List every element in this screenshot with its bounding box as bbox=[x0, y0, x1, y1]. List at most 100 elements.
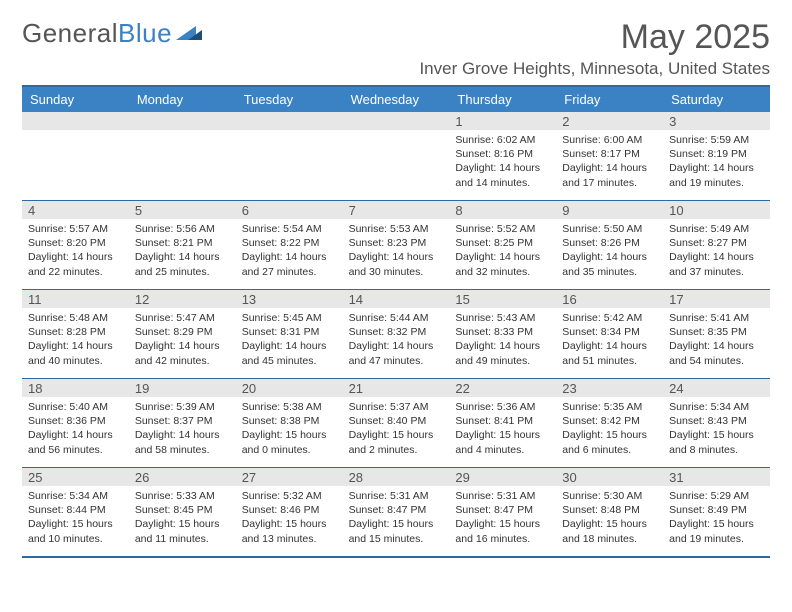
day-body: Sunrise: 5:49 AMSunset: 8:27 PMDaylight:… bbox=[663, 219, 770, 283]
day-cell: 22Sunrise: 5:36 AMSunset: 8:41 PMDayligh… bbox=[449, 379, 556, 467]
page-header: GeneralBlue May 2025 Inver Grove Heights… bbox=[22, 18, 770, 79]
day-line: Sunrise: 5:30 AM bbox=[562, 489, 657, 503]
day-number: 1 bbox=[449, 112, 556, 130]
day-line: Sunset: 8:40 PM bbox=[349, 414, 444, 428]
day-line: Sunrise: 5:39 AM bbox=[135, 400, 230, 414]
day-number: 25 bbox=[22, 468, 129, 486]
day-body: Sunrise: 5:41 AMSunset: 8:35 PMDaylight:… bbox=[663, 308, 770, 372]
week-row: 1Sunrise: 6:02 AMSunset: 8:16 PMDaylight… bbox=[22, 112, 770, 201]
day-cell: 13Sunrise: 5:45 AMSunset: 8:31 PMDayligh… bbox=[236, 290, 343, 378]
day-number: 22 bbox=[449, 379, 556, 397]
day-line: Sunrise: 5:42 AM bbox=[562, 311, 657, 325]
day-number: 13 bbox=[236, 290, 343, 308]
day-line: Sunrise: 6:02 AM bbox=[455, 133, 550, 147]
day-cell: 5Sunrise: 5:56 AMSunset: 8:21 PMDaylight… bbox=[129, 201, 236, 289]
day-line: Sunset: 8:47 PM bbox=[455, 503, 550, 517]
day-cell: 27Sunrise: 5:32 AMSunset: 8:46 PMDayligh… bbox=[236, 468, 343, 556]
day-line: Daylight: 15 hours and 10 minutes. bbox=[28, 517, 123, 545]
day-line: Daylight: 15 hours and 11 minutes. bbox=[135, 517, 230, 545]
day-body: Sunrise: 5:36 AMSunset: 8:41 PMDaylight:… bbox=[449, 397, 556, 461]
day-line: Daylight: 15 hours and 8 minutes. bbox=[669, 428, 764, 456]
week-row: 11Sunrise: 5:48 AMSunset: 8:28 PMDayligh… bbox=[22, 290, 770, 379]
day-line: Daylight: 14 hours and 58 minutes. bbox=[135, 428, 230, 456]
day-cell: 18Sunrise: 5:40 AMSunset: 8:36 PMDayligh… bbox=[22, 379, 129, 467]
day-line: Sunset: 8:31 PM bbox=[242, 325, 337, 339]
day-number: 24 bbox=[663, 379, 770, 397]
day-body: Sunrise: 5:34 AMSunset: 8:44 PMDaylight:… bbox=[22, 486, 129, 550]
day-line: Daylight: 15 hours and 15 minutes. bbox=[349, 517, 444, 545]
day-line: Sunrise: 5:29 AM bbox=[669, 489, 764, 503]
day-line: Sunset: 8:46 PM bbox=[242, 503, 337, 517]
week-row: 18Sunrise: 5:40 AMSunset: 8:36 PMDayligh… bbox=[22, 379, 770, 468]
day-number: 18 bbox=[22, 379, 129, 397]
day-line: Daylight: 14 hours and 42 minutes. bbox=[135, 339, 230, 367]
day-body: Sunrise: 6:02 AMSunset: 8:16 PMDaylight:… bbox=[449, 130, 556, 194]
day-number bbox=[236, 112, 343, 130]
location-text: Inver Grove Heights, Minnesota, United S… bbox=[419, 59, 770, 79]
day-number: 6 bbox=[236, 201, 343, 219]
day-body: Sunrise: 5:29 AMSunset: 8:49 PMDaylight:… bbox=[663, 486, 770, 550]
day-line: Sunset: 8:25 PM bbox=[455, 236, 550, 250]
weekday-header: Friday bbox=[556, 87, 663, 112]
day-number bbox=[343, 112, 450, 130]
month-title: May 2025 bbox=[419, 18, 770, 57]
day-number bbox=[129, 112, 236, 130]
day-line: Sunset: 8:33 PM bbox=[455, 325, 550, 339]
day-cell: 9Sunrise: 5:50 AMSunset: 8:26 PMDaylight… bbox=[556, 201, 663, 289]
day-line: Sunrise: 5:56 AM bbox=[135, 222, 230, 236]
title-block: May 2025 Inver Grove Heights, Minnesota,… bbox=[419, 18, 770, 79]
day-body: Sunrise: 5:34 AMSunset: 8:43 PMDaylight:… bbox=[663, 397, 770, 461]
day-line: Daylight: 14 hours and 22 minutes. bbox=[28, 250, 123, 278]
day-cell: 28Sunrise: 5:31 AMSunset: 8:47 PMDayligh… bbox=[343, 468, 450, 556]
weekday-header: Thursday bbox=[449, 87, 556, 112]
day-body: Sunrise: 5:30 AMSunset: 8:48 PMDaylight:… bbox=[556, 486, 663, 550]
day-line: Daylight: 14 hours and 54 minutes. bbox=[669, 339, 764, 367]
day-line: Sunset: 8:19 PM bbox=[669, 147, 764, 161]
day-cell: 15Sunrise: 5:43 AMSunset: 8:33 PMDayligh… bbox=[449, 290, 556, 378]
day-body bbox=[343, 130, 450, 137]
day-line: Sunset: 8:28 PM bbox=[28, 325, 123, 339]
day-cell: 19Sunrise: 5:39 AMSunset: 8:37 PMDayligh… bbox=[129, 379, 236, 467]
day-line: Daylight: 14 hours and 51 minutes. bbox=[562, 339, 657, 367]
day-cell: 17Sunrise: 5:41 AMSunset: 8:35 PMDayligh… bbox=[663, 290, 770, 378]
day-body: Sunrise: 5:31 AMSunset: 8:47 PMDaylight:… bbox=[343, 486, 450, 550]
day-cell: 3Sunrise: 5:59 AMSunset: 8:19 PMDaylight… bbox=[663, 112, 770, 200]
weekday-header: Monday bbox=[129, 87, 236, 112]
day-line: Sunset: 8:32 PM bbox=[349, 325, 444, 339]
day-line: Daylight: 14 hours and 47 minutes. bbox=[349, 339, 444, 367]
day-body: Sunrise: 5:40 AMSunset: 8:36 PMDaylight:… bbox=[22, 397, 129, 461]
day-line: Daylight: 15 hours and 6 minutes. bbox=[562, 428, 657, 456]
day-number: 30 bbox=[556, 468, 663, 486]
weekday-header: Saturday bbox=[663, 87, 770, 112]
day-line: Sunrise: 5:35 AM bbox=[562, 400, 657, 414]
day-body: Sunrise: 5:56 AMSunset: 8:21 PMDaylight:… bbox=[129, 219, 236, 283]
day-line: Sunset: 8:21 PM bbox=[135, 236, 230, 250]
day-line: Daylight: 14 hours and 32 minutes. bbox=[455, 250, 550, 278]
day-line: Daylight: 14 hours and 19 minutes. bbox=[669, 161, 764, 189]
day-line: Daylight: 15 hours and 18 minutes. bbox=[562, 517, 657, 545]
day-body: Sunrise: 6:00 AMSunset: 8:17 PMDaylight:… bbox=[556, 130, 663, 194]
day-cell bbox=[236, 112, 343, 200]
day-line: Sunset: 8:44 PM bbox=[28, 503, 123, 517]
day-number: 19 bbox=[129, 379, 236, 397]
day-line: Sunset: 8:36 PM bbox=[28, 414, 123, 428]
day-line: Sunrise: 5:54 AM bbox=[242, 222, 337, 236]
day-cell: 14Sunrise: 5:44 AMSunset: 8:32 PMDayligh… bbox=[343, 290, 450, 378]
day-line: Sunset: 8:47 PM bbox=[349, 503, 444, 517]
day-line: Daylight: 14 hours and 35 minutes. bbox=[562, 250, 657, 278]
day-body: Sunrise: 5:44 AMSunset: 8:32 PMDaylight:… bbox=[343, 308, 450, 372]
calendar: SundayMondayTuesdayWednesdayThursdayFrid… bbox=[22, 85, 770, 558]
day-line: Sunset: 8:41 PM bbox=[455, 414, 550, 428]
week-row: 25Sunrise: 5:34 AMSunset: 8:44 PMDayligh… bbox=[22, 468, 770, 558]
day-line: Sunset: 8:45 PM bbox=[135, 503, 230, 517]
day-body: Sunrise: 5:52 AMSunset: 8:25 PMDaylight:… bbox=[449, 219, 556, 283]
day-cell: 26Sunrise: 5:33 AMSunset: 8:45 PMDayligh… bbox=[129, 468, 236, 556]
day-cell: 21Sunrise: 5:37 AMSunset: 8:40 PMDayligh… bbox=[343, 379, 450, 467]
day-cell bbox=[22, 112, 129, 200]
day-line: Daylight: 14 hours and 17 minutes. bbox=[562, 161, 657, 189]
day-line: Sunrise: 5:57 AM bbox=[28, 222, 123, 236]
day-number: 21 bbox=[343, 379, 450, 397]
day-line: Sunrise: 5:48 AM bbox=[28, 311, 123, 325]
day-number: 15 bbox=[449, 290, 556, 308]
day-line: Sunset: 8:23 PM bbox=[349, 236, 444, 250]
